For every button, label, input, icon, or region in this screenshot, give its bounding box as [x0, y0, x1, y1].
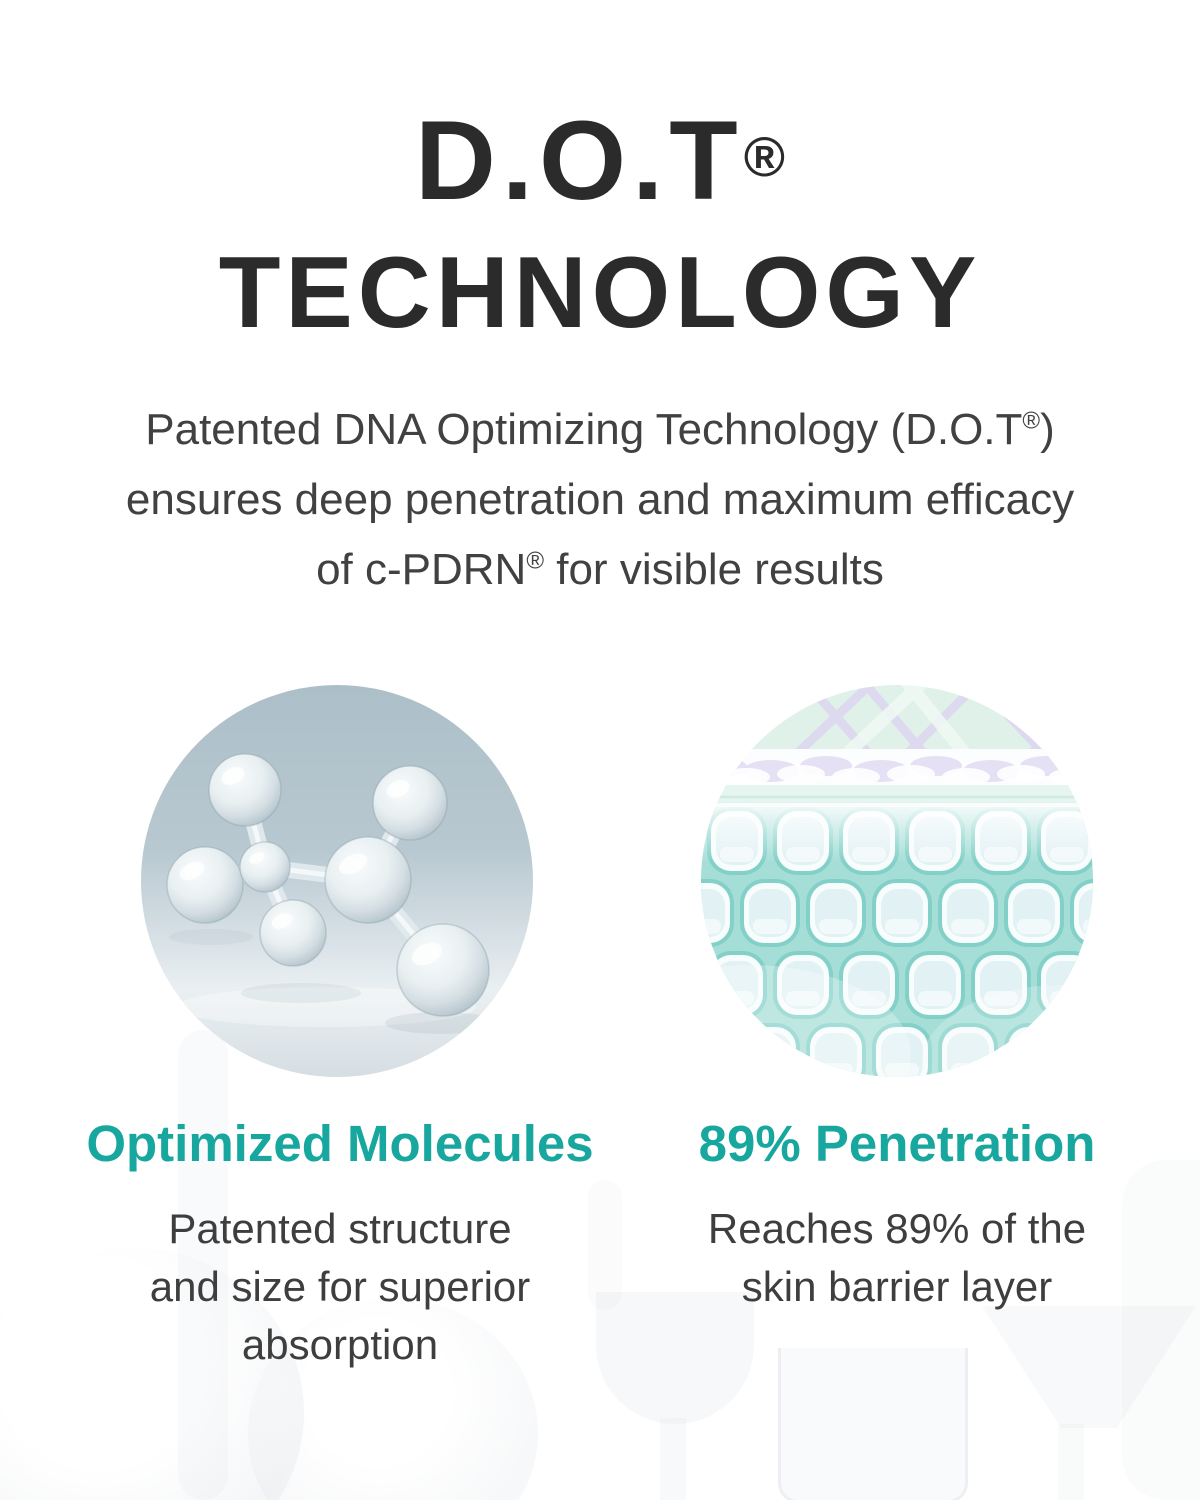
page-title: D.O.T® TECHNOLOGY — [0, 94, 1200, 360]
glassware-round-flask — [248, 1298, 538, 1500]
description-line: and size for superior — [149, 1263, 531, 1310]
registered-trademark-symbol: ® — [526, 547, 545, 575]
feature-heading-penetration: 89% Penetration — [698, 1115, 1096, 1172]
glassware-stem — [588, 1180, 622, 1310]
description-line: absorption — [241, 1321, 439, 1368]
glassware-beaker — [778, 1348, 968, 1500]
feature-description-optimized-molecules: Patented structure and size for superior… — [40, 1200, 640, 1374]
molecule-illustration — [141, 685, 533, 1077]
title-line-2: TECHNOLOGY — [218, 237, 982, 349]
optimized-molecules-image — [141, 685, 533, 1077]
glassware-test-tube — [178, 1030, 228, 1500]
subtitle-line-2: ensures deep penetration and maximum eff… — [125, 475, 1075, 524]
description-line: Patented structure — [168, 1205, 512, 1252]
feature-heading-optimized-molecules: Optimized Molecules — [86, 1115, 594, 1172]
title-text: D.O.T — [415, 98, 744, 223]
glassware-funnel-stem — [1058, 1424, 1084, 1500]
title-line-1: D.O.T® — [0, 94, 1200, 227]
registered-trademark-symbol: ® — [1022, 407, 1041, 435]
subtitle-line-1: Patented DNA Optimizing Technology (D.O.… — [145, 405, 1055, 454]
description-line: skin barrier layer — [741, 1263, 1053, 1310]
description-line: Reaches 89% of the — [707, 1205, 1087, 1252]
skin-cells-illustration — [701, 685, 1093, 1077]
penetration-image — [701, 685, 1093, 1077]
subtitle-line-3: of c-PDRN® for visible results — [316, 545, 884, 594]
glassware-cylinder — [1122, 1160, 1200, 1500]
glassware-goblet — [596, 1292, 754, 1424]
subtitle: Patented DNA Optimizing Technology (D.O.… — [0, 395, 1200, 605]
registered-trademark-symbol: ® — [743, 125, 785, 188]
feature-description-penetration: Reaches 89% of the skin barrier layer — [627, 1200, 1167, 1316]
glassware-goblet-stem — [660, 1418, 686, 1500]
